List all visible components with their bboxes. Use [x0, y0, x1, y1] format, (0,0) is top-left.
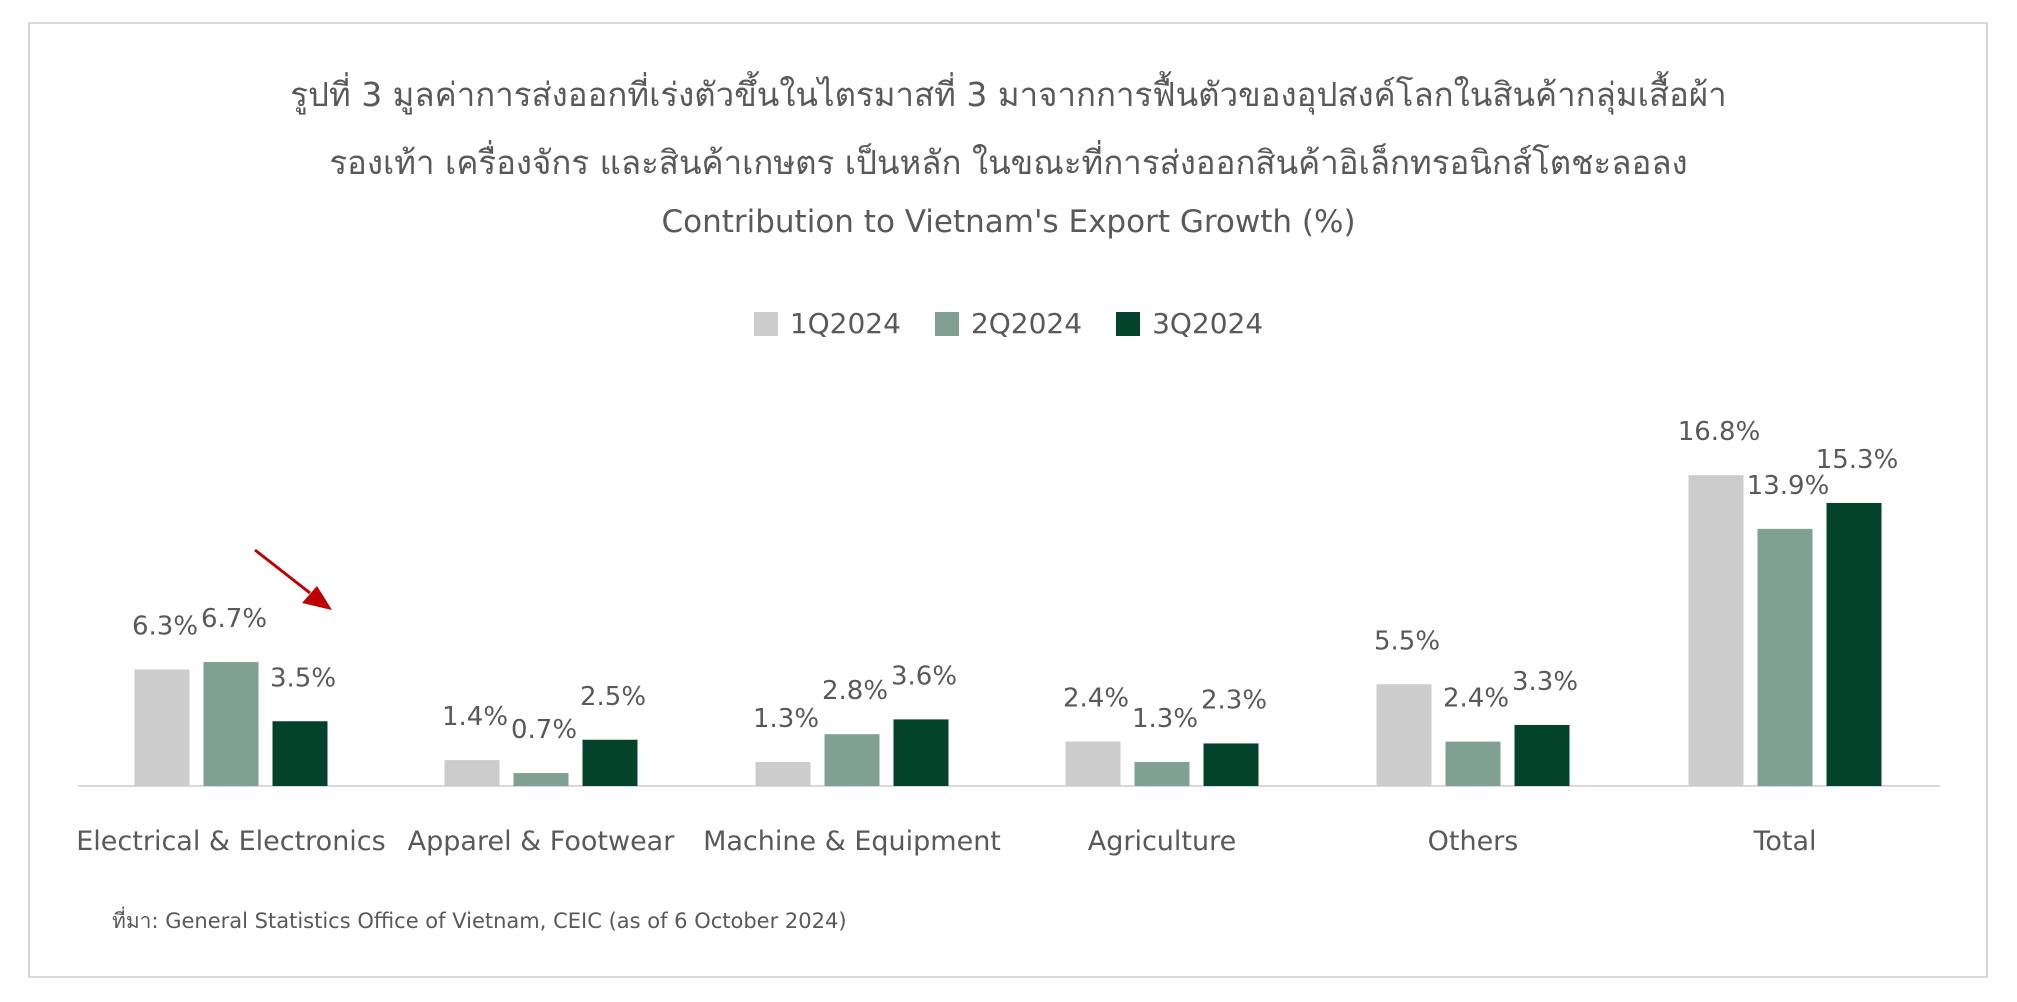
- data-label-others-2q2024: 2.4%: [1443, 684, 1509, 714]
- legend-swatch-3q2024: [1116, 311, 1141, 336]
- bar-machine-equipment-2q2024: [824, 734, 880, 786]
- legend-label-3q2024: 3Q2024: [1152, 307, 1264, 340]
- category-label-machine-equipment: Machine & Equipment: [703, 826, 1001, 857]
- data-label-apparel-footwear-1q2024: 1.4%: [442, 702, 508, 732]
- data-label-electrical-electronics-3q2024: 3.5%: [270, 663, 336, 693]
- bar-electrical-electronics-1q2024: [134, 669, 190, 786]
- legend-swatch-2q2024: [934, 311, 959, 336]
- chart-title: Contribution to Vietnam's Export Growth …: [661, 204, 1356, 240]
- bar-machine-equipment-1q2024: [755, 761, 811, 786]
- bar-agriculture-2q2024: [1134, 761, 1190, 786]
- annotation-arrow-line: [254, 548, 311, 595]
- chart-frame: [28, 22, 1988, 978]
- bar-apparel-footwear-3q2024: [582, 739, 638, 786]
- category-label-total: Total: [1752, 826, 1816, 857]
- category-label-electrical-electronics: Electrical & Electronics: [76, 826, 385, 857]
- data-label-apparel-footwear-3q2024: 2.5%: [580, 682, 646, 712]
- bar-machine-equipment-3q2024: [893, 719, 949, 786]
- category-label-agriculture: Agriculture: [1088, 826, 1237, 857]
- bar-others-3q2024: [1514, 724, 1570, 786]
- data-label-machine-equipment-1q2024: 1.3%: [753, 704, 819, 734]
- legend-label-2q2024: 2Q2024: [970, 307, 1083, 340]
- category-label-apparel-footwear: Apparel & Footwear: [408, 826, 676, 857]
- bar-electrical-electronics-3q2024: [272, 721, 328, 786]
- bar-apparel-footwear-1q2024: [444, 760, 500, 786]
- data-label-electrical-electronics-1q2024: 6.3%: [132, 611, 198, 641]
- data-label-machine-equipment-3q2024: 3.6%: [891, 661, 957, 691]
- data-label-apparel-footwear-2q2024: 0.7%: [511, 715, 577, 745]
- bar-total-1q2024: [1688, 475, 1744, 786]
- source-note: ที่มา: General Statistics Office of Viet…: [112, 909, 847, 933]
- data-label-agriculture-2q2024: 1.3%: [1132, 704, 1198, 734]
- legend-swatch-1q2024: [753, 311, 778, 336]
- legend-item-1q2024: 1Q2024: [753, 307, 901, 340]
- bar-total-2q2024: [1757, 528, 1813, 786]
- bar-apparel-footwear-2q2024: [513, 773, 569, 786]
- data-label-others-3q2024: 3.3%: [1512, 667, 1578, 697]
- category-label-others: Others: [1428, 826, 1519, 857]
- bar-others-2q2024: [1445, 741, 1501, 786]
- chart-title-thai-line2: รองเท้า เครื่องจักร และสินค้าเกษตร เป็นห…: [329, 143, 1688, 182]
- bar-agriculture-1q2024: [1065, 741, 1121, 786]
- legend-item-3q2024: 3Q2024: [1116, 307, 1263, 340]
- data-label-total-3q2024: 15.3%: [1816, 445, 1899, 475]
- bar-agriculture-3q2024: [1203, 743, 1259, 786]
- annotation-arrow-head: [302, 586, 332, 610]
- legend-item-2q2024: 2Q2024: [934, 307, 1083, 340]
- legend-label-1q2024: 1Q2024: [789, 307, 901, 340]
- bar-total-3q2024: [1826, 502, 1882, 786]
- data-label-electrical-electronics-2q2024: 6.7%: [201, 604, 267, 634]
- chart-title-thai-line1: รูปที่ 3 มูลค่าการส่งออกที่เร่งตัวขึ้นใน…: [290, 75, 1727, 114]
- legend: 1Q2024 2Q2024 3Q2024: [0, 307, 2017, 340]
- data-label-total-1q2024: 16.8%: [1678, 417, 1761, 447]
- bar-others-1q2024: [1376, 684, 1432, 786]
- data-label-agriculture-3q2024: 2.3%: [1201, 685, 1267, 715]
- data-label-machine-equipment-2q2024: 2.8%: [822, 676, 888, 706]
- bar-electrical-electronics-2q2024: [203, 662, 259, 786]
- data-label-others-1q2024: 5.5%: [1374, 626, 1440, 656]
- data-label-total-2q2024: 13.9%: [1747, 471, 1830, 501]
- data-label-agriculture-1q2024: 2.4%: [1063, 684, 1129, 714]
